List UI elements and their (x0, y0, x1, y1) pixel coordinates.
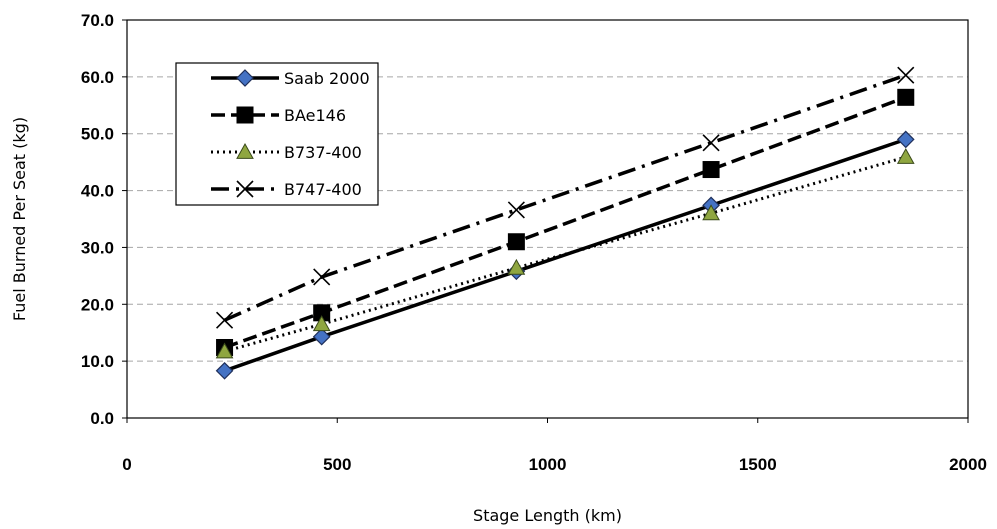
data-point-b737-400 (702, 204, 720, 221)
legend-marker (236, 180, 254, 198)
data-point-bae146 (702, 161, 720, 179)
data-point-saab-2000 (215, 361, 234, 380)
legend-label: B737-400 (284, 143, 362, 162)
y-tick-label: 20.0 (81, 295, 114, 314)
y-tick-label: 30.0 (81, 238, 114, 257)
legend: Saab 2000 BAe146 B737-400 B747-400 (175, 62, 379, 206)
y-axis-ticks: 0.0 10.0 20.0 30.0 40.0 50.0 60.0 70.0 (81, 11, 127, 428)
x-tick-label: 0 (122, 455, 131, 474)
data-point-bae146 (897, 88, 915, 106)
data-point-stroke (897, 66, 915, 84)
data-point-b737-400 (507, 258, 526, 275)
x-axis-ticks: 0 500 1000 1500 2000 (122, 418, 987, 474)
y-tick-label: 40.0 (81, 182, 114, 201)
legend-label: BAe146 (284, 106, 346, 125)
legend-box (175, 62, 379, 206)
data-point-bae146 (507, 233, 525, 251)
data-point-b737-400 (312, 315, 331, 332)
series-group (215, 66, 915, 380)
legend-marker (236, 106, 254, 124)
data-point-b737-400 (215, 342, 234, 359)
data-point-b747-400 (313, 268, 331, 286)
data-point-stroke (313, 268, 331, 286)
y-tick-label: 0.0 (90, 409, 114, 428)
x-tick-label: 1000 (529, 455, 567, 474)
data-point-b747-400 (702, 134, 720, 152)
data-point-saab-2000 (312, 327, 331, 346)
y-tick-label: 50.0 (81, 125, 114, 144)
data-point-saab-2000 (896, 130, 915, 149)
data-point-b747-400 (215, 311, 234, 329)
data-point-stroke (215, 311, 234, 329)
x-axis-label: Stage Length (km) (473, 506, 622, 525)
data-point-stroke (702, 134, 720, 152)
legend-label: Saab 2000 (284, 69, 370, 88)
legend-item-b747-400: B747-400 (211, 180, 362, 199)
series-line-b737-400 (224, 155, 907, 353)
x-tick-label: 2000 (949, 455, 987, 474)
data-point-b737-400 (896, 147, 915, 164)
data-point-stroke (507, 201, 525, 219)
x-tick-label: 1500 (739, 455, 777, 474)
legend-item-b737-400: B737-400 (211, 142, 362, 162)
series-bae146 (216, 88, 915, 356)
series-line-b747-400 (223, 73, 907, 322)
y-axis-label: Fuel Burned Per Seat (kg) (10, 117, 29, 321)
legend-marker (236, 69, 254, 87)
legend-item-bae146: BAe146 (211, 106, 346, 125)
data-point-stroke (236, 180, 254, 198)
data-point-b747-400 (507, 201, 525, 219)
data-point-b747-400 (897, 66, 915, 84)
legend-label: B747-400 (284, 180, 362, 199)
legend-item-saab-2000: Saab 2000 (211, 69, 370, 88)
series-b747-400 (215, 66, 915, 329)
x-tick-label: 500 (323, 455, 351, 474)
y-tick-label: 70.0 (81, 11, 114, 30)
y-tick-label: 10.0 (81, 352, 114, 371)
y-tick-label: 60.0 (81, 68, 114, 87)
series-b737-400 (215, 147, 915, 359)
legend-marker (236, 142, 254, 159)
